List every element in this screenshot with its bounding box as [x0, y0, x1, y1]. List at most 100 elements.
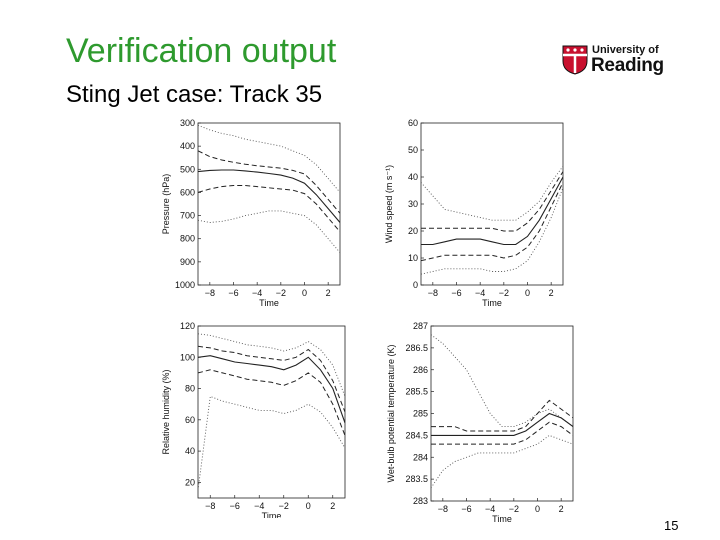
series-line-dashed-3 [421, 182, 563, 262]
y-tick-label: 20 [408, 226, 418, 236]
y-tick-label: 120 [180, 321, 195, 331]
y-tick-label: 1000 [175, 280, 195, 290]
x-tick-label: −4 [485, 504, 495, 514]
y-tick-label: 60 [408, 118, 418, 128]
x-tick-label: 2 [559, 504, 564, 514]
y-tick-label: 700 [180, 211, 195, 221]
relative-humidity-chart: 20 40 60 80 100 120 −8 −6 −4 −2 0 2 Time Relative hum… [155, 318, 355, 518]
y-tick-label: 285.5 [405, 387, 428, 397]
logo-line-1: University of [592, 44, 659, 56]
y-tick-label: 0 [413, 280, 418, 290]
y-tick-label: 50 [408, 145, 418, 155]
wet-bulb-temperature-chart: 283 283.5 284 284.5 285 285.5 286 286.5 287 −8 −6 −… [383, 318, 583, 523]
y-tick-label: 400 [180, 141, 195, 151]
y-tick-label: 80 [185, 384, 195, 394]
x-tick-label: −4 [254, 501, 264, 511]
y-tick-label: 40 [185, 446, 195, 456]
x-tick-label: −8 [438, 504, 448, 514]
x-tick-label: −8 [205, 288, 215, 298]
series-line-dashed-1 [431, 399, 573, 432]
series-line-dashed-3 [198, 369, 345, 436]
x-tick-label: −6 [451, 288, 461, 298]
pressure-chart: 300 400 500 600 700 800 900 1000 −8 −6 −4 −2 0 2 Time P… [155, 115, 355, 315]
x-tick-label: −4 [475, 288, 485, 298]
y-tick-label: 286 [413, 365, 428, 375]
x-tick-label: −8 [205, 501, 215, 511]
y-tick-label: 284 [413, 452, 428, 462]
series-line-dashed-1 [421, 171, 563, 232]
y-tick-label: 285 [413, 409, 428, 419]
university-logo: University of Reading [560, 43, 670, 79]
x-tick-label: 2 [330, 501, 335, 511]
shield-icon [562, 45, 588, 75]
y-axis-label: Pressure (hPa) [161, 174, 171, 235]
x-axis-label: Time [482, 298, 502, 308]
x-tick-label: −2 [509, 504, 519, 514]
slide-title: Verification output [66, 32, 337, 70]
y-tick-label: 284.5 [405, 430, 428, 440]
chart-svg: 0 10 20 30 40 50 60 −8 −6 −4 −2 0 2 Time Wind speed (m… [384, 118, 564, 308]
x-tick-label: −2 [279, 501, 289, 511]
x-axis-label: Time [492, 514, 512, 523]
series-line-dotted-0 [198, 124, 340, 193]
x-tick-label: −6 [461, 504, 471, 514]
chart-svg: 300 400 500 600 700 800 900 1000 −8 −6 −4 −2 0 2 Time P… [161, 118, 341, 308]
y-tick-label: 900 [180, 257, 195, 267]
plot-frame [197, 122, 341, 286]
series-line-dotted-0 [431, 334, 573, 428]
x-tick-label: 0 [525, 288, 530, 298]
series-line-dashed-1 [198, 150, 340, 214]
x-tick-label: −6 [228, 288, 238, 298]
series-line-dashed-1 [198, 345, 345, 413]
x-axis-label: Time [262, 511, 282, 518]
y-tick-label: 30 [408, 199, 418, 209]
series-line-solid-2 [431, 412, 573, 436]
x-axis-label: Time [259, 298, 279, 308]
y-tick-label: 300 [180, 118, 195, 128]
plot-frame [430, 325, 574, 502]
x-tick-label: 2 [549, 288, 554, 298]
y-tick-label: 800 [180, 234, 195, 244]
y-axis-label: Wind speed (m s⁻¹) [384, 165, 394, 243]
series-line-dotted-0 [421, 165, 563, 221]
y-tick-label: 60 [185, 415, 195, 425]
wind-speed-chart: 0 10 20 30 40 50 60 −8 −6 −4 −2 0 2 Time Wind speed (m… [383, 115, 583, 315]
y-tick-label: 283.5 [405, 474, 428, 484]
chart-svg: 283 283.5 284 284.5 285 285.5 286 286.5 287 −8 −6 −… [386, 321, 574, 523]
y-tick-label: 287 [413, 321, 428, 331]
logo-line-2: Reading [591, 55, 664, 76]
series-line-dashed-3 [198, 185, 340, 233]
plot-frame [420, 122, 564, 286]
x-tick-label: −4 [252, 288, 262, 298]
series-line-solid-2 [198, 169, 340, 223]
page-number: 15 [664, 518, 679, 533]
x-tick-label: 2 [326, 288, 331, 298]
series-line-dotted-0 [198, 333, 345, 397]
x-tick-label: 0 [535, 504, 540, 514]
series-line-solid-2 [198, 355, 345, 424]
plot-frame [197, 325, 346, 499]
x-tick-label: −2 [276, 288, 286, 298]
chart-svg: 20 40 60 80 100 120 −8 −6 −4 −2 0 2 Time Relative hum… [161, 321, 346, 518]
series-line-dotted-4 [421, 187, 563, 275]
y-axis-label: Relative humidity (%) [161, 369, 171, 454]
y-tick-label: 20 [185, 477, 195, 487]
x-tick-label: 0 [302, 288, 307, 298]
x-tick-label: 0 [306, 501, 311, 511]
y-tick-label: 40 [408, 172, 418, 182]
y-tick-label: 500 [180, 164, 195, 174]
series-line-dotted-4 [431, 434, 573, 489]
x-tick-label: −8 [428, 288, 438, 298]
y-tick-label: 600 [180, 187, 195, 197]
series-line-solid-2 [421, 176, 563, 246]
x-tick-label: −6 [230, 501, 240, 511]
series-line-dashed-3 [431, 421, 573, 445]
y-tick-label: 10 [408, 253, 418, 263]
series-line-dotted-4 [198, 210, 340, 253]
series-line-dotted-4 [198, 395, 345, 491]
y-axis-label: Wet-bulb potential temperature (K) [386, 345, 396, 483]
y-tick-label: 283 [413, 496, 428, 506]
x-tick-label: −2 [499, 288, 509, 298]
y-tick-label: 286.5 [405, 343, 428, 353]
slide-subtitle: Sting Jet case: Track 35 [66, 81, 323, 108]
